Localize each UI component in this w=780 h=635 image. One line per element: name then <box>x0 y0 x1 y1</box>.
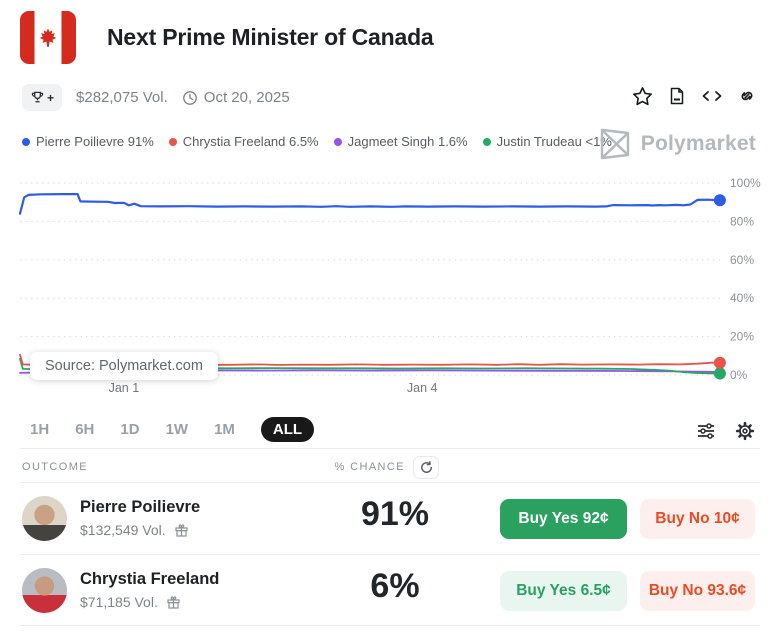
refresh-icon <box>420 461 432 473</box>
share-link-icon[interactable] <box>736 85 758 107</box>
polymarket-watermark: Polymarket <box>597 126 756 162</box>
legend-dot-blue <box>22 137 30 146</box>
svg-text:80%: 80% <box>730 214 754 228</box>
polymarket-logo-icon <box>600 128 629 160</box>
price-chart-svg: 0% 20% 40% 60% 80% 100% Jan 1 Jan 4 <box>18 176 761 395</box>
avatar-poilievre <box>22 496 67 541</box>
timeframe-1h[interactable]: 1H <box>30 421 50 438</box>
chance-column-header: % CHANCE <box>334 461 405 473</box>
outcome-volume: $132,549 Vol. <box>80 522 189 538</box>
chart-source-tooltip: Source: Polymarket.com <box>30 352 218 380</box>
svg-text:60%: 60% <box>730 253 754 267</box>
market-stats: + $282,075 Vol. Oct 20, 2025 <box>22 84 290 111</box>
outcome-name: Chrystia Freeland <box>80 570 220 588</box>
bookmark-star-icon[interactable] <box>631 85 653 107</box>
divider <box>20 554 760 555</box>
outcome-name: Pierre Poilievre <box>80 498 201 516</box>
timeframe-1w[interactable]: 1W <box>165 421 189 438</box>
svg-text:100%: 100% <box>730 176 761 190</box>
divider <box>20 482 760 483</box>
volume-stat: $282,075 Vol. <box>76 89 168 106</box>
svg-text:Jan 4: Jan 4 <box>407 381 438 395</box>
maple-leaf-icon <box>39 27 57 47</box>
legend-item-trudeau[interactable]: Justin Trudeau <1% <box>482 134 612 149</box>
legend-item-freeland[interactable]: Chrystia Freeland 6.5% <box>168 134 319 149</box>
legend-dot-purple <box>333 137 342 146</box>
trophy-plus-label: + <box>47 90 55 105</box>
legend-label: Jagmeet Singh 1.6% <box>347 134 468 149</box>
legend-dot-red <box>168 137 177 146</box>
legend-item-singh[interactable]: Jagmeet Singh 1.6% <box>333 134 468 149</box>
date-value: Oct 20, 2025 <box>203 89 290 106</box>
outcome-row-freeland[interactable]: Chrystia Freeland $71,185 Vol. 6% Buy Ye… <box>0 555 780 626</box>
chance-value: 6% <box>370 567 420 605</box>
chart-settings-sliders-icon[interactable] <box>695 420 717 442</box>
buy-no-button[interactable]: Buy No 10¢ <box>640 499 755 539</box>
trophy-icon <box>31 91 44 103</box>
outcome-volume-value: $71,185 Vol. <box>80 594 158 610</box>
legend-label: Chrystia Freeland 6.5% <box>182 134 319 149</box>
svg-text:0%: 0% <box>730 368 748 382</box>
header-action-icons <box>631 85 758 107</box>
timeframe-all-selected[interactable]: ALL <box>260 417 315 442</box>
price-chart[interactable]: 0% 20% 40% 60% 80% 100% Jan 1 Jan 4 <box>0 172 780 400</box>
outcome-column-header: OUTCOME <box>22 461 89 473</box>
chart-tools <box>695 420 756 442</box>
timeframe-1m[interactable]: 1M <box>214 421 235 438</box>
legend-label: Pierre Poilievre 91% <box>36 134 154 149</box>
svg-text:20%: 20% <box>730 330 754 344</box>
refresh-button[interactable] <box>413 456 439 479</box>
legend-dot-green <box>482 137 491 146</box>
volume-value: $282,075 Vol. <box>76 89 168 106</box>
timeframe-selector: 1H 6H 1D 1W 1M ALL <box>30 417 315 442</box>
buy-yes-button[interactable]: Buy Yes 92¢ <box>500 499 627 539</box>
outcome-row-poilievre[interactable]: Pierre Poilievre $132,549 Vol. 91% Buy Y… <box>0 483 780 554</box>
timeframe-6h[interactable]: 6H <box>75 421 95 438</box>
gear-icon[interactable] <box>734 420 756 442</box>
buy-no-button[interactable]: Buy No 93.6¢ <box>640 571 755 611</box>
legend-label: Justin Trudeau <1% <box>496 134 612 149</box>
legend-item-poilievre[interactable]: Pierre Poilievre 91% <box>22 134 154 149</box>
clock-icon <box>182 90 197 105</box>
page-title: Next Prime Minister of Canada <box>107 24 434 50</box>
buy-yes-button[interactable]: Buy Yes 6.5¢ <box>500 571 627 611</box>
outcome-volume-value: $132,549 Vol. <box>80 522 166 538</box>
document-icon[interactable] <box>666 85 688 107</box>
gift-icon <box>167 595 180 609</box>
polymarket-wordmark: Polymarket <box>640 132 756 155</box>
svg-text:40%: 40% <box>730 291 754 305</box>
divider <box>20 625 760 626</box>
svg-text:Jan 1: Jan 1 <box>109 381 140 395</box>
canada-flag-icon <box>20 11 76 64</box>
chance-value: 91% <box>360 495 430 533</box>
timeframe-1d[interactable]: 1D <box>120 421 140 438</box>
avatar-freeland <box>22 568 67 613</box>
leaderboard-button[interactable]: + <box>22 84 63 111</box>
outcome-volume: $71,185 Vol. <box>80 594 181 610</box>
date-stat: Oct 20, 2025 <box>182 89 290 106</box>
chart-legend: Pierre Poilievre 91% Chrystia Freeland 6… <box>22 134 612 149</box>
embed-code-icon[interactable] <box>701 85 723 107</box>
gift-icon <box>175 523 188 537</box>
divider <box>20 448 760 449</box>
